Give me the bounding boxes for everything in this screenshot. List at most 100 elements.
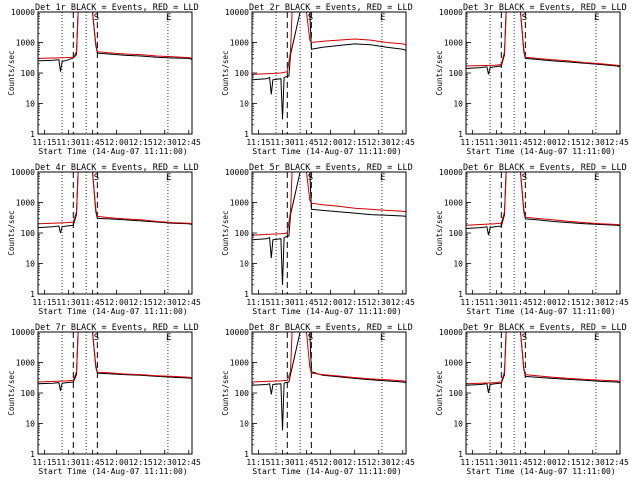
series-line-events	[252, 332, 406, 431]
x-tick-label: 12:30	[367, 298, 391, 307]
series-line-events	[38, 332, 192, 391]
chart-title: Det 5r BLACK = Events, RED = LLD	[249, 163, 413, 173]
marker-label: S	[308, 333, 313, 343]
marker-label: E	[166, 13, 171, 23]
marker-label: E	[380, 333, 385, 343]
x-tick-label: 11:30	[484, 458, 508, 467]
plot-frame	[37, 331, 193, 455]
x-axis-label: Start Time (14-Aug-07 11:11:00)	[38, 307, 187, 316]
series-line-lld	[252, 12, 406, 75]
series-line-lld	[466, 12, 620, 67]
x-tick-label: 12:30	[581, 138, 605, 147]
y-tick-label: 10	[239, 100, 249, 109]
y-axis-label: Counts/sec	[221, 210, 230, 255]
y-tick-label: 10	[453, 260, 463, 269]
x-tick-label: 11:30	[270, 458, 294, 467]
y-tick-label: 1	[458, 450, 463, 459]
chart-title: Det 1r BLACK = Events, RED = LLD	[35, 3, 199, 13]
x-tick-label: 12:45	[391, 458, 415, 467]
x-axis-label: Start Time (14-Aug-07 11:11:00)	[466, 467, 615, 476]
x-axis-label: Start Time (14-Aug-07 11:11:00)	[38, 467, 187, 476]
x-tick-label: 12:15	[557, 298, 581, 307]
marker-label: E	[166, 173, 171, 183]
y-tick-label: 1	[458, 130, 463, 139]
y-tick-label: 10000	[225, 328, 249, 337]
x-tick-label: 12:00	[319, 298, 343, 307]
x-tick-label: 12:15	[343, 138, 367, 147]
x-tick-label: 12:00	[533, 458, 557, 467]
y-tick-label: 10	[25, 100, 35, 109]
marker-label: S	[94, 173, 99, 183]
x-tick-label: 12:45	[605, 458, 629, 467]
series-line-events	[466, 332, 620, 394]
x-tick-label: 11:30	[56, 298, 80, 307]
series-line-lld	[252, 172, 406, 236]
x-tick-label: 11:45	[508, 458, 532, 467]
x-tick-label: 11:15	[460, 458, 484, 467]
x-axis-label: Start Time (14-Aug-07 11:11:00)	[38, 147, 187, 156]
series-line-events	[252, 12, 406, 120]
x-tick-label: 11:45	[80, 458, 104, 467]
y-tick-label: 100	[235, 389, 250, 398]
x-axis-label: Start Time (14-Aug-07 11:11:00)	[252, 147, 401, 156]
x-tick-label: 11:15	[246, 458, 270, 467]
series-line-events	[38, 172, 192, 234]
y-tick-label: 10000	[11, 168, 35, 177]
x-tick-label: 12:15	[129, 458, 153, 467]
chart-title: Det 9r BLACK = Events, RED = LLD	[463, 323, 627, 333]
x-tick-label: 12:45	[177, 298, 201, 307]
chart-title: Det 4r BLACK = Events, RED = LLD	[35, 163, 199, 173]
y-axis-label: Counts/sec	[7, 50, 16, 95]
series-line-lld	[38, 12, 192, 59]
y-tick-label: 1	[244, 290, 249, 299]
y-tick-label: 100	[235, 229, 250, 238]
marker-label: S	[522, 173, 527, 183]
x-tick-label: 12:15	[557, 458, 581, 467]
marker-label: S	[308, 13, 313, 23]
x-tick-label: 12:00	[105, 298, 129, 307]
x-tick-label: 12:00	[533, 138, 557, 147]
x-tick-label: 11:45	[294, 458, 318, 467]
y-tick-label: 1	[30, 450, 35, 459]
y-tick-label: 10000	[11, 8, 35, 17]
y-tick-label: 100	[21, 229, 36, 238]
x-tick-label: 12:45	[177, 138, 201, 147]
series-line-lld	[466, 172, 620, 226]
series-line-events	[466, 172, 620, 236]
x-tick-label: 12:15	[557, 138, 581, 147]
y-tick-label: 10000	[439, 328, 463, 337]
x-tick-label: 12:15	[129, 298, 153, 307]
y-tick-label: 100	[449, 69, 464, 78]
series-line-lld	[38, 172, 192, 225]
y-tick-label: 10	[239, 260, 249, 269]
y-tick-label: 10000	[439, 168, 463, 177]
chart-title: Det 2r BLACK = Events, RED = LLD	[249, 3, 413, 13]
x-tick-label: 11:15	[246, 138, 270, 147]
x-tick-label: 12:00	[319, 458, 343, 467]
x-tick-label: 11:30	[270, 298, 294, 307]
x-tick-label: 11:45	[294, 298, 318, 307]
x-tick-label: 12:30	[367, 138, 391, 147]
series-line-lld	[252, 332, 406, 383]
y-tick-label: 1000	[16, 39, 35, 48]
y-axis-label: Counts/sec	[7, 210, 16, 255]
plot-frame	[251, 331, 407, 455]
x-tick-label: 12:45	[605, 298, 629, 307]
x-tick-label: 11:15	[246, 298, 270, 307]
series-line-lld	[38, 332, 192, 383]
series-line-events	[466, 12, 620, 75]
y-tick-label: 1	[30, 290, 35, 299]
plot-frame	[37, 11, 193, 135]
y-tick-label: 10	[25, 260, 35, 269]
plot-frame	[37, 171, 193, 295]
y-tick-label: 100	[21, 389, 36, 398]
x-tick-label: 11:15	[32, 138, 56, 147]
x-tick-label: 12:45	[177, 458, 201, 467]
chart-title: Det 7r BLACK = Events, RED = LLD	[35, 323, 199, 333]
plot-frame	[251, 171, 407, 295]
y-tick-label: 10000	[439, 8, 463, 17]
